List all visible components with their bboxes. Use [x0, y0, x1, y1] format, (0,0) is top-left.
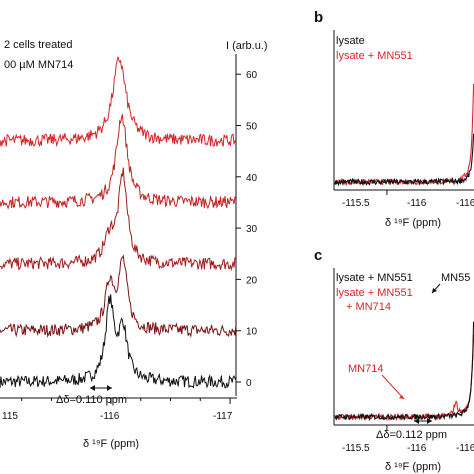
panel-a-x-ticks — [21, 398, 231, 404]
panel-a-y-tick-label: 30 — [246, 224, 258, 235]
panel-a-trace-3 — [0, 167, 237, 272]
panel-a-y-tick-label: 60 — [246, 70, 258, 81]
panel-c-x-axis-label: δ ¹⁹F (ppm) — [385, 461, 441, 473]
panel-a-condition-line2: 00 µM MN714 — [4, 59, 73, 71]
panel-b-traces — [334, 83, 474, 187]
panel-a-trace-2 — [0, 254, 237, 338]
panel-c-letter: c — [314, 247, 322, 264]
panel-c-spectra: c lysate + MN551 lysate + MN551 + MN714 … — [314, 247, 474, 473]
panel-b-trace-2 — [334, 83, 474, 187]
panel-a-intensity-label: I (arb.u.) — [226, 40, 268, 52]
panel-c-peak-label-top: MN55 — [441, 272, 470, 284]
panel-a-trace-1 — [0, 294, 237, 389]
panel-b-x-tick-label-2: -116 — [407, 198, 427, 209]
panel-c-side-pointer — [381, 374, 405, 400]
panel-a-y-tick-label: 50 — [246, 122, 258, 133]
panel-a-x-axis-label: δ ¹⁹F (ppm) — [83, 438, 139, 450]
panel-a-y-tick-label: 20 — [246, 275, 258, 286]
panel-b-legend-lysate: lysate — [336, 35, 365, 47]
panel-a-x-tick-label-1: 115 — [2, 411, 18, 422]
panel-a-condition-line1: 2 cells treated — [4, 39, 72, 51]
panel-c-delta-arrowheads — [414, 418, 432, 424]
panel-c-side-pointer-head — [399, 395, 404, 399]
panel-a-trace-5 — [0, 56, 237, 148]
panel-b-x-tick-label-3: -116 — [456, 198, 474, 209]
panel-a-intensity-ticks: 0 10 20 30 40 50 60 — [236, 70, 258, 389]
panel-c-x-tick-label-3: -116 — [456, 443, 474, 454]
panel-a-x-tick-label-2: -116 — [100, 411, 120, 422]
panel-c-peak-label-side: MN714 — [348, 363, 383, 375]
panel-c-trace-2 — [334, 334, 474, 422]
panel-c-delta-annotation: Δδ=0.112 ppm — [376, 429, 447, 441]
panel-b-letter: b — [314, 9, 323, 26]
panel-c-x-tick-label-2: -116 — [407, 443, 427, 454]
panel-c-peak-pointer-head — [432, 288, 437, 293]
panel-a-y-tick-label: 40 — [246, 173, 258, 184]
panel-a-delta-arrowheads — [90, 385, 112, 391]
panel-a-delta-annotation: Δδ=0.110 ppm — [56, 394, 127, 406]
panel-c-traces — [334, 321, 474, 422]
panel-b-x-tick-label-1: -115.5 — [342, 198, 370, 209]
panel-b-legend-lysate-mn551: lysate + MN551 — [336, 50, 413, 62]
panel-a-stacked-spectra: 2 cells treated 00 µM MN714 I (arb.u.) 0… — [0, 39, 268, 450]
panel-b-trace-1 — [334, 133, 474, 187]
panel-b-x-axis-label: δ ¹⁹F (ppm) — [385, 217, 441, 229]
panel-a-x-tick-label-3: -117 — [213, 411, 233, 422]
panel-c-x-tick-label-1: -115.5 — [342, 443, 370, 454]
panel-c-legend-line3: + MN714 — [346, 301, 391, 313]
panel-c-legend-line1: lysate + MN551 — [336, 272, 413, 284]
panel-a-trace-4 — [0, 114, 237, 210]
panel-a-traces — [0, 56, 237, 389]
panel-a-y-tick-label: 10 — [246, 327, 258, 338]
panel-c-legend-line2: lysate + MN551 — [336, 287, 413, 299]
panel-c-trace-1 — [334, 321, 474, 422]
panel-b-spectra: b lysate lysate + MN551 -115.5 -116 -116… — [314, 9, 474, 229]
panel-a-y-tick-label: 0 — [246, 378, 252, 389]
